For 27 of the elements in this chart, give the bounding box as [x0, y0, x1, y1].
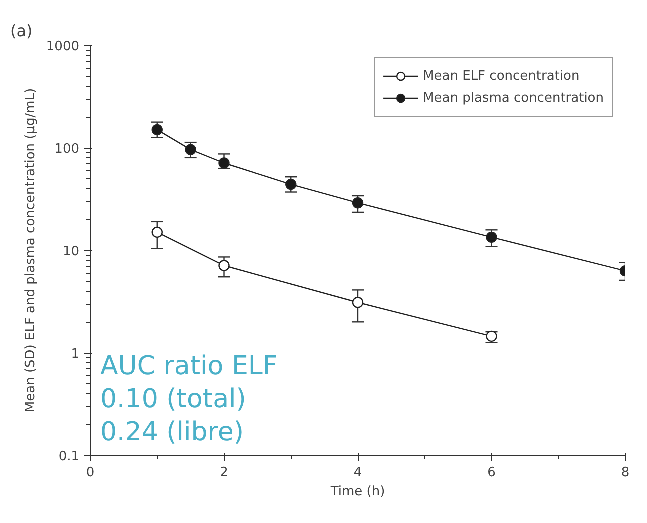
legend-label: Mean plasma concentration: [423, 90, 604, 106]
y-axis-title: Mean (SD) ELF and plasma concentration (μg/mL): [23, 88, 38, 413]
y-tick-label: 1: [71, 347, 80, 362]
x-tick-label: 8: [621, 466, 630, 480]
y-tick-label: 1000: [46, 40, 80, 54]
x-tick-label: 2: [220, 466, 228, 480]
legend-label: Mean ELF concentration: [423, 68, 580, 84]
point: [352, 198, 364, 209]
point: [152, 124, 163, 136]
y-tick-label: 0.1: [58, 450, 80, 464]
point: [152, 226, 163, 238]
y-tick-label: 100: [54, 142, 80, 157]
point: [352, 297, 364, 308]
annotation: 0.10 (total): [100, 384, 246, 414]
annotation: 0.24 (libre): [100, 418, 244, 448]
y-tick-label: 10: [62, 244, 80, 260]
chart-title: (a): [10, 22, 33, 40]
x-axis-title: Time (h): [330, 484, 386, 500]
point: [218, 260, 230, 272]
x-tick-label: 0: [86, 466, 95, 480]
x-tick-label: 6: [488, 466, 496, 480]
point: [486, 232, 498, 244]
x-tick-label: 4: [354, 466, 362, 480]
point: [185, 144, 196, 156]
annotation: AUC ratio ELF: [100, 352, 278, 382]
point: [218, 158, 230, 169]
point: [286, 178, 297, 190]
